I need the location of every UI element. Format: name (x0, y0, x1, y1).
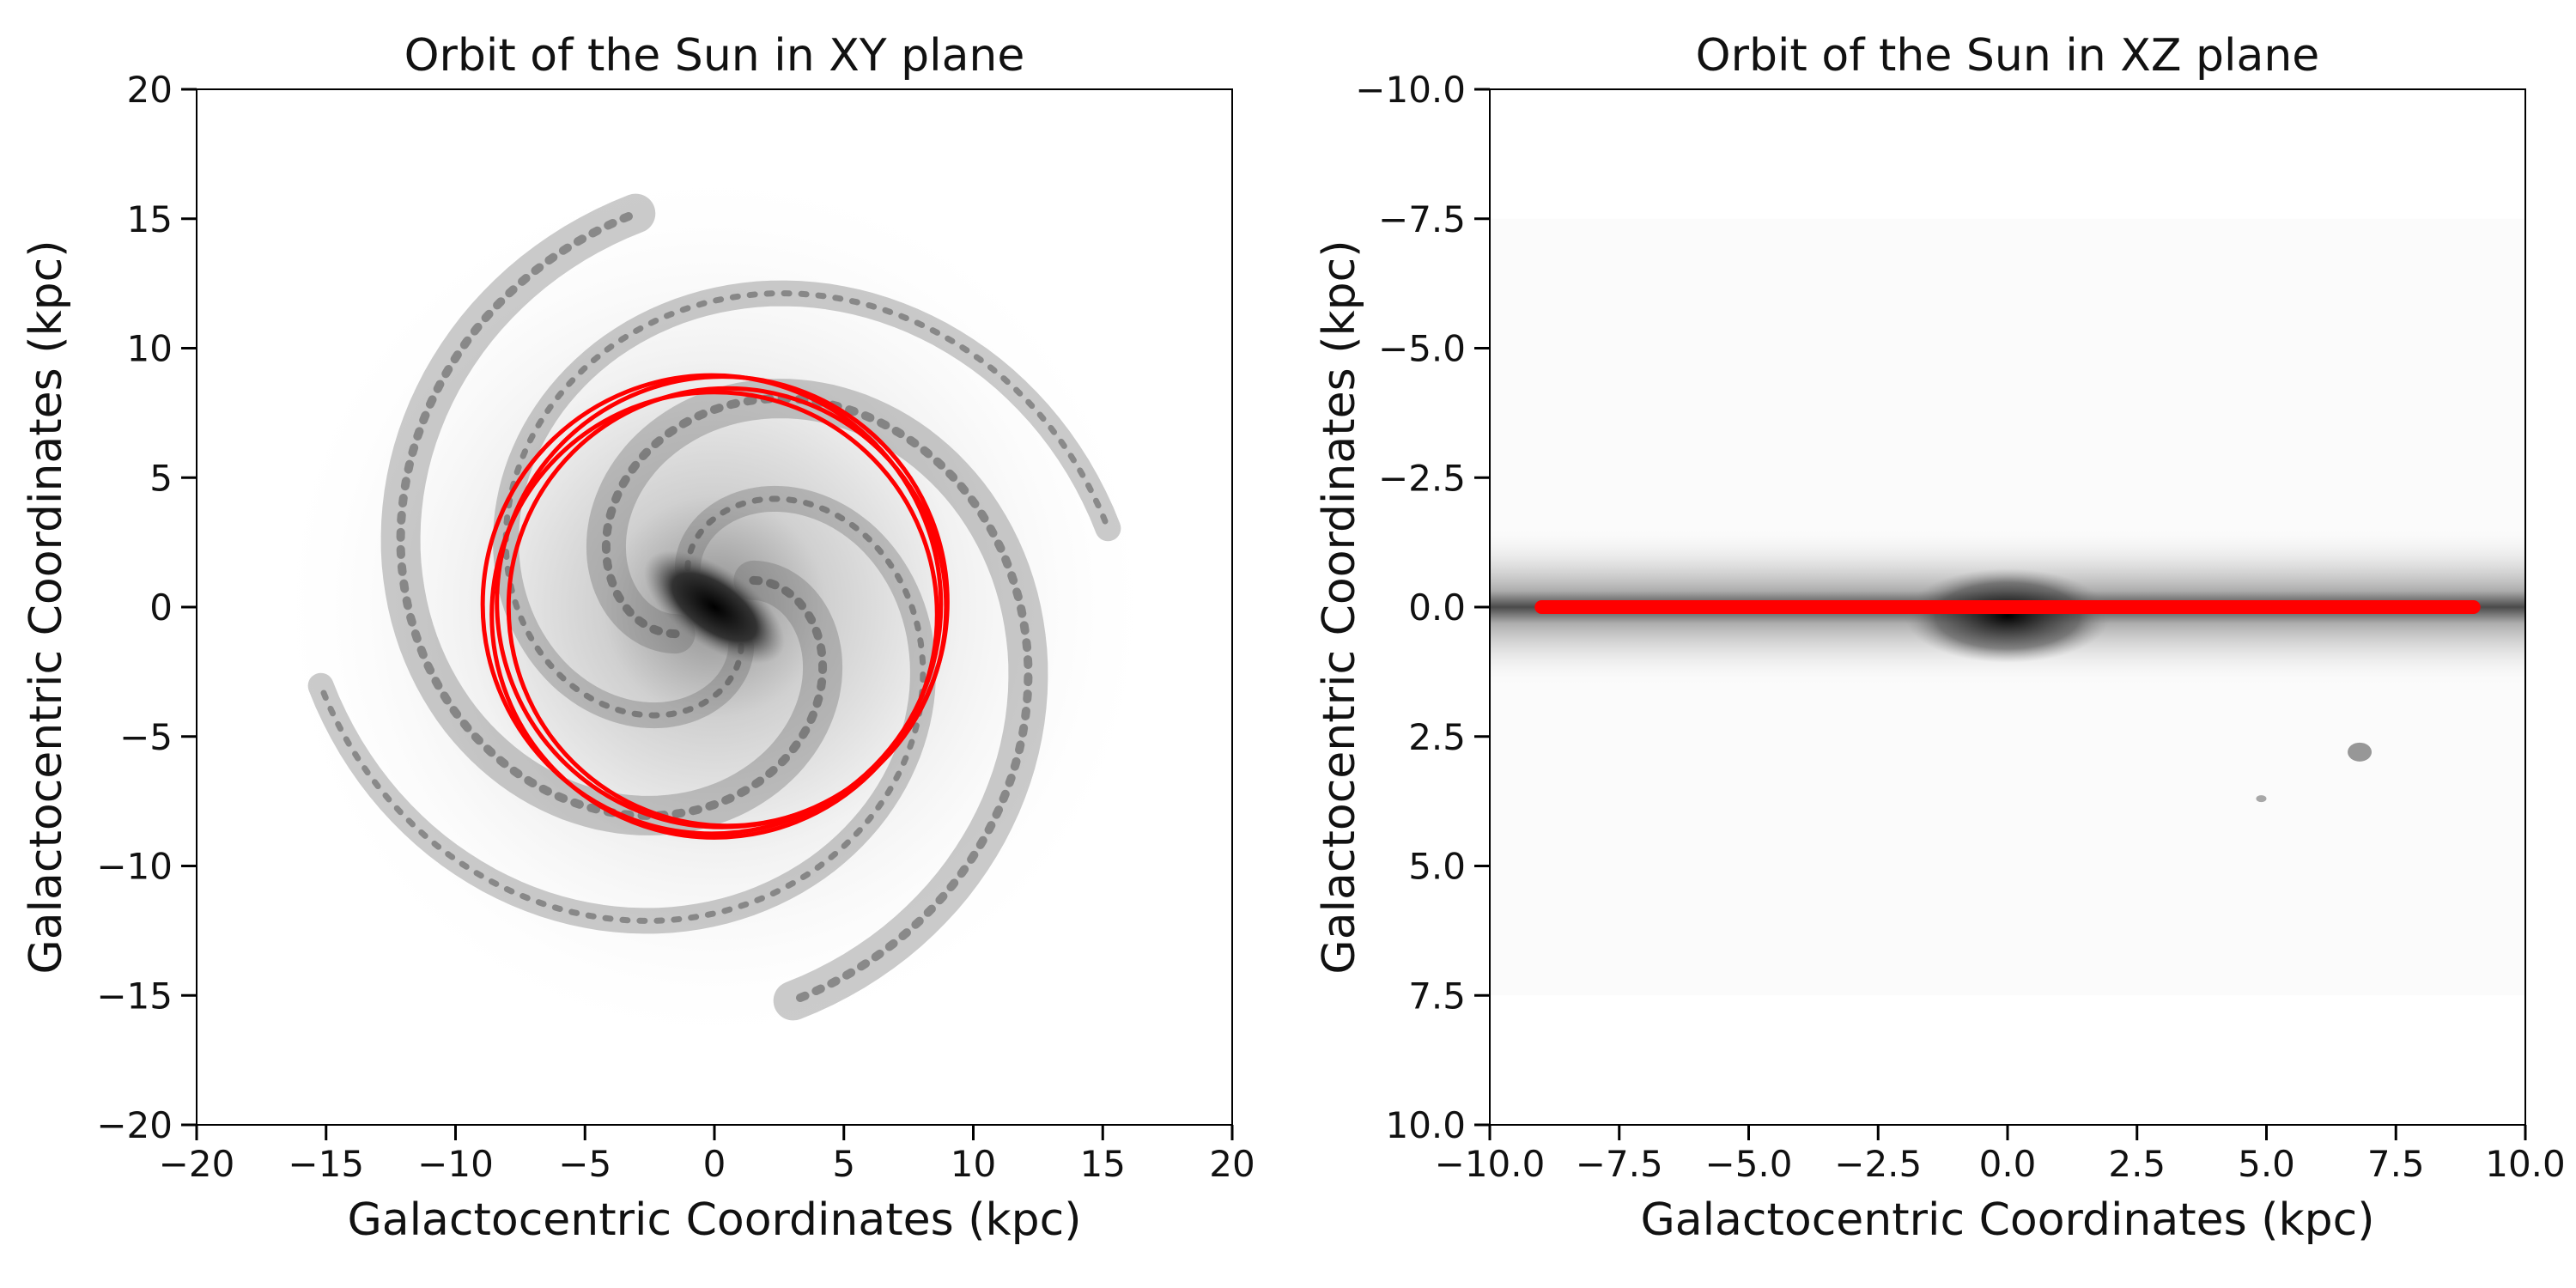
y-tick-label: 0.0 (1408, 586, 1466, 629)
y-tick-label: 10.0 (1385, 1104, 1466, 1146)
x-tick-label: 2.5 (2108, 1143, 2166, 1185)
x-tick-label: −10.0 (1435, 1143, 1546, 1185)
y-tick-label: 20 (127, 69, 173, 111)
galaxy-background-image (197, 89, 1232, 1125)
y-tick-label: −15 (96, 975, 173, 1017)
x-tick-label: 7.5 (2367, 1143, 2425, 1185)
y-tick-label: 15 (127, 198, 173, 240)
y-tick-label: 5 (149, 457, 173, 499)
x-axis-label: Galactocentric Coordinates (kpc) (347, 1194, 1081, 1246)
chart-title: Orbit of the Sun in XZ plane (1696, 30, 2320, 82)
y-tick-label: 0 (149, 586, 173, 629)
y-tick-label: 5.0 (1408, 846, 1466, 888)
y-tick-label: −20 (96, 1104, 173, 1146)
x-tick-label: −5.0 (1705, 1143, 1793, 1185)
x-tick-label: −5 (558, 1143, 611, 1185)
y-axis-label: Galactocentric Coordinates (kpc) (1314, 240, 1365, 974)
x-tick-label: 20 (1209, 1143, 1255, 1185)
x-tick-label: 5 (832, 1143, 855, 1185)
x-tick-label: 0 (703, 1143, 726, 1185)
x-tick-label: −2.5 (1834, 1143, 1922, 1185)
y-tick-label: −10.0 (1355, 69, 1466, 111)
x-tick-label: 10 (951, 1143, 996, 1185)
y-tick-label: −10 (96, 846, 173, 888)
y-tick-label: 7.5 (1408, 975, 1466, 1017)
x-tick-label: −7.5 (1576, 1143, 1663, 1185)
x-tick-label: −20 (159, 1143, 235, 1185)
orbit-loop (506, 386, 949, 829)
y-tick-label: −7.5 (1378, 198, 1466, 240)
chart-panel-xz: −10.0 −7.5 −5.0 −2.5 0.0 2.5 5.0 7.5 10.0−10.0−7… (1314, 30, 2566, 1246)
x-tick-label: 10.0 (2485, 1143, 2566, 1185)
x-axis-label: Galactocentric Coordinates (kpc) (1640, 1194, 2374, 1246)
y-tick-label: −5.0 (1378, 328, 1466, 370)
y-axis-label: Galactocentric Coordinates (kpc) (21, 240, 72, 974)
y-tick-label: −2.5 (1378, 457, 1466, 499)
y-tick-label: 10 (127, 328, 173, 370)
x-tick-label: 15 (1080, 1143, 1126, 1185)
x-tick-label: 0.0 (1979, 1143, 2037, 1185)
y-tick-label: −5 (119, 716, 173, 758)
x-tick-label: 5.0 (2238, 1143, 2295, 1185)
y-tick-label: 2.5 (1408, 716, 1466, 758)
chart-title: Orbit of the Sun in XY plane (404, 30, 1025, 82)
x-tick-label: −10 (417, 1143, 494, 1185)
x-tick-label: −15 (288, 1143, 364, 1185)
chart-panel-xy: −20 −15 −10 −5 0 5 10 15 20 −20 −15 −10 −5 0 5 10 15 20 Or… (21, 30, 1255, 1246)
orbit-loop (480, 373, 944, 836)
series-orbit (480, 373, 950, 840)
orbit-loop (489, 390, 939, 840)
